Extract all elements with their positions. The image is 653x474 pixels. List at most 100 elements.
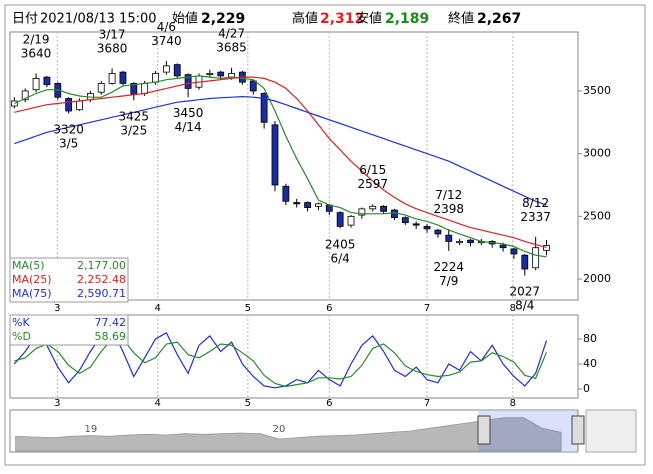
annotation-line: 4/27 <box>218 26 245 40</box>
candle-body <box>434 229 442 235</box>
annotation: 2224 7/9 <box>433 259 464 287</box>
annotation: 8/12 2337 <box>520 195 551 223</box>
annotation-line: 3/25 <box>120 123 147 137</box>
annotation-line: 7/9 <box>439 273 458 287</box>
annotation-line: 2398 <box>433 202 464 216</box>
x-tick-label: 7 <box>424 398 430 409</box>
annotation-line: 2405 <box>325 237 356 251</box>
low-label: 安値 <box>356 11 382 27</box>
x-tick-label: 20 <box>273 424 286 435</box>
candle-body <box>282 185 290 202</box>
annotation: 3/17 3680 <box>97 27 128 55</box>
x-tick-label: 7 <box>424 303 430 314</box>
annotation-line: 8/4 <box>515 298 534 312</box>
candle-body <box>65 98 73 112</box>
candle-body <box>467 239 474 244</box>
candle-body <box>380 205 387 212</box>
series-line <box>14 75 547 258</box>
candle-body <box>119 71 127 84</box>
nav-selection <box>478 411 578 451</box>
annotation: 2027 8/4 <box>510 284 541 312</box>
candle-body <box>173 64 181 77</box>
candle-body <box>162 65 170 73</box>
candle-body <box>184 74 192 89</box>
candle-body <box>369 205 377 210</box>
annotation: 3320 3/5 <box>53 122 84 150</box>
candle-body <box>358 208 366 216</box>
annotation-line: 3450 <box>173 106 204 120</box>
legend-name: %K <box>12 316 30 329</box>
nav-scroll[interactable] <box>585 409 637 453</box>
legend-value: 58.69 <box>95 330 127 343</box>
legend-name: MA(5) <box>12 259 45 272</box>
y-tick-label: 80 <box>583 332 597 345</box>
candle-body <box>260 93 268 123</box>
candle-body <box>43 76 51 86</box>
annotation: 4/6 3740 <box>151 19 182 47</box>
legend-name: %D <box>12 330 31 343</box>
candle-body <box>499 244 507 249</box>
candle-body <box>543 245 550 251</box>
legend-value: 2,590.71 <box>77 287 126 300</box>
annotation: 2405 6/4 <box>325 237 356 265</box>
annotation-line: 2027 <box>510 284 541 298</box>
annotation-line: 3685 <box>216 40 247 54</box>
annotation: 3450 4/14 <box>173 106 204 134</box>
x-tick-label: 4 <box>155 303 161 314</box>
candle-body <box>293 202 301 205</box>
x-tick-label: 8 <box>510 398 516 409</box>
candle-body <box>336 212 344 227</box>
date-label: 日付 <box>12 12 38 27</box>
y-tick-label: 3000 <box>583 147 611 160</box>
annotation-line: 3640 <box>21 46 52 60</box>
legend-value: 2,252.48 <box>77 273 126 286</box>
annotation-line: 6/4 <box>331 251 350 265</box>
candle-body <box>76 100 83 111</box>
nav-handle-left[interactable] <box>477 415 491 445</box>
x-tick-label: 5 <box>245 303 251 314</box>
candle-body <box>510 248 518 255</box>
date: 2021/08/13 15:00 <box>40 12 157 27</box>
series-line <box>14 338 548 388</box>
candle-body <box>141 83 149 94</box>
candle-body <box>32 78 40 91</box>
candle-body <box>532 247 540 269</box>
main-panel <box>9 31 579 301</box>
close: 2,267 <box>477 11 521 27</box>
annotation-line: 7/12 <box>435 188 462 202</box>
area <box>15 417 562 452</box>
y-tick-label: 40 <box>583 357 597 370</box>
candle-body <box>445 234 453 242</box>
close-label: 終値 <box>448 11 474 27</box>
annotation-line: 2/19 <box>23 32 50 46</box>
x-tick-label: 4 <box>155 398 161 409</box>
candle-body <box>249 80 257 92</box>
candle-body <box>456 241 464 244</box>
nav-handle-right[interactable] <box>571 415 585 445</box>
annotation: 7/12 2398 <box>433 188 464 216</box>
candle-body <box>271 124 279 186</box>
candle-body <box>217 71 225 77</box>
candle-body <box>108 72 116 84</box>
annotation-line: 4/6 <box>157 19 176 33</box>
candle-body <box>315 203 322 207</box>
candle-body <box>401 217 409 224</box>
open: 2,229 <box>201 11 245 27</box>
annotation-line: 3/17 <box>99 27 126 41</box>
x-tick-label: 3 <box>54 398 60 409</box>
y-tick-label: 3500 <box>583 84 611 97</box>
series-line <box>14 95 547 206</box>
x-tick-label: 8 <box>510 303 516 314</box>
series-line <box>14 76 547 248</box>
annotation-line: 3425 <box>119 109 150 123</box>
annotation-line: 2224 <box>433 259 464 273</box>
x-tick-label: 3 <box>54 303 60 314</box>
annotation-line: 3680 <box>97 41 128 55</box>
annotation-line: 3/5 <box>59 136 78 150</box>
annotation: 2/19 3640 <box>21 32 52 60</box>
candle-body <box>97 83 105 93</box>
y-tick-label: 2000 <box>583 272 611 285</box>
